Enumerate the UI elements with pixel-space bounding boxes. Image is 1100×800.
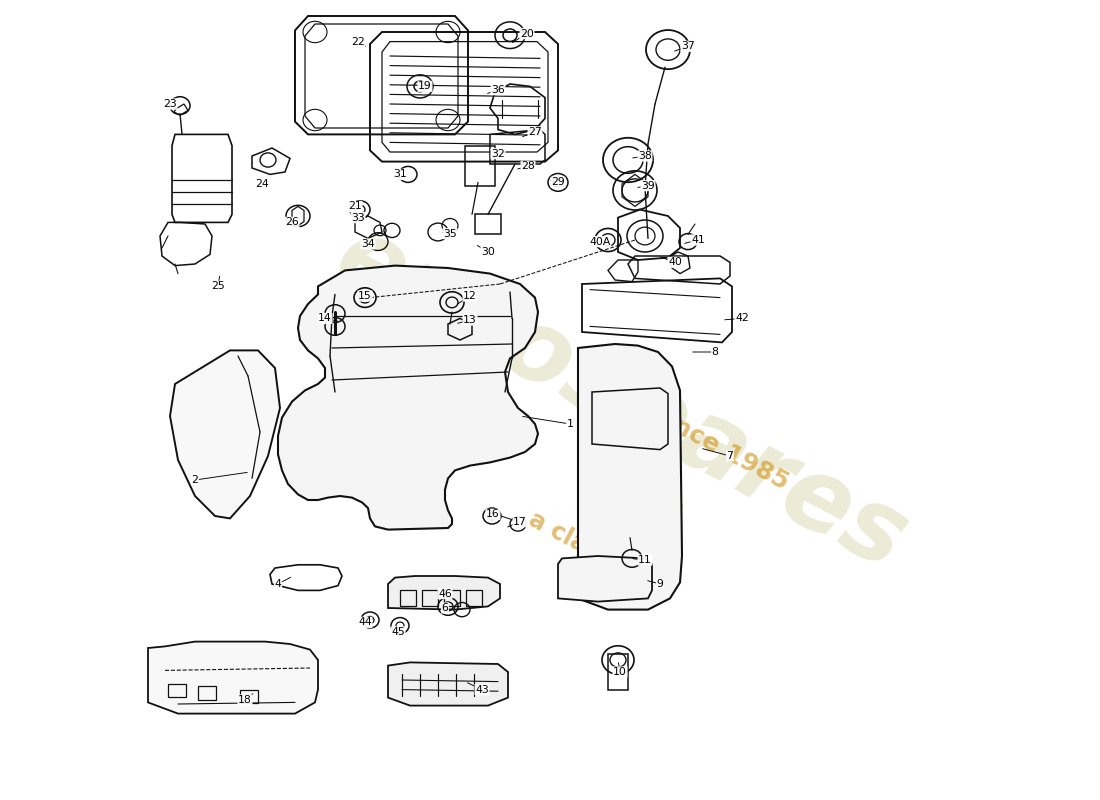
Text: 45: 45 <box>392 627 405 637</box>
Text: 29: 29 <box>551 178 565 187</box>
Text: 12: 12 <box>463 291 477 301</box>
Text: 24: 24 <box>255 179 268 189</box>
Polygon shape <box>388 576 500 610</box>
Bar <box>466 590 482 606</box>
Text: 19: 19 <box>418 82 432 91</box>
Text: 36: 36 <box>491 85 505 94</box>
Text: 9: 9 <box>657 579 663 589</box>
Text: 22: 22 <box>351 37 365 46</box>
Bar <box>198 686 216 700</box>
Polygon shape <box>278 266 538 530</box>
Bar <box>444 590 460 606</box>
Text: 30: 30 <box>481 247 495 257</box>
Text: 27: 27 <box>528 127 542 137</box>
Text: 20: 20 <box>520 29 534 38</box>
Text: eurospares: eurospares <box>318 209 922 591</box>
Polygon shape <box>578 344 682 610</box>
Text: 46: 46 <box>438 589 452 598</box>
Text: 31: 31 <box>393 170 407 179</box>
Text: 26: 26 <box>285 218 299 227</box>
Text: 15: 15 <box>359 291 372 301</box>
Text: 4: 4 <box>275 579 282 589</box>
Bar <box>608 654 628 690</box>
Polygon shape <box>388 662 508 706</box>
Bar <box>400 590 416 606</box>
Text: 16: 16 <box>486 510 499 519</box>
Text: 11: 11 <box>638 555 652 565</box>
Text: 2: 2 <box>191 475 198 485</box>
Text: 35: 35 <box>443 229 456 238</box>
Text: 32: 32 <box>491 149 505 158</box>
Bar <box>422 590 438 606</box>
Text: 7: 7 <box>727 451 734 461</box>
Text: 28: 28 <box>521 162 535 171</box>
Text: parts: parts <box>614 469 686 523</box>
Text: 1: 1 <box>566 419 573 429</box>
Text: 40A: 40A <box>590 237 610 246</box>
Text: 44: 44 <box>359 618 372 627</box>
Text: 37: 37 <box>681 42 695 51</box>
Text: 42: 42 <box>735 314 749 323</box>
Text: 14: 14 <box>318 314 332 323</box>
Bar <box>240 690 258 703</box>
Text: 13: 13 <box>463 315 477 325</box>
Text: 25: 25 <box>211 282 224 291</box>
Text: 21: 21 <box>348 202 362 211</box>
Text: 10: 10 <box>613 667 627 677</box>
Text: 40: 40 <box>668 258 682 267</box>
Text: 6: 6 <box>441 603 449 613</box>
Text: 8: 8 <box>712 347 718 357</box>
Polygon shape <box>558 556 652 602</box>
Text: 33: 33 <box>351 213 365 222</box>
Text: 38: 38 <box>638 151 652 161</box>
Text: since 1985: since 1985 <box>648 402 792 494</box>
Text: a classic: a classic <box>525 507 636 581</box>
Text: 17: 17 <box>513 517 527 526</box>
Polygon shape <box>148 642 318 714</box>
Text: 18: 18 <box>238 695 252 705</box>
Text: 23: 23 <box>163 99 177 109</box>
Text: 39: 39 <box>641 181 654 190</box>
Bar <box>465 146 495 186</box>
Text: 41: 41 <box>691 235 705 245</box>
Polygon shape <box>170 350 280 518</box>
Text: 43: 43 <box>475 685 488 694</box>
Bar <box>475 214 500 234</box>
Text: 34: 34 <box>361 239 375 249</box>
Bar <box>168 684 186 698</box>
